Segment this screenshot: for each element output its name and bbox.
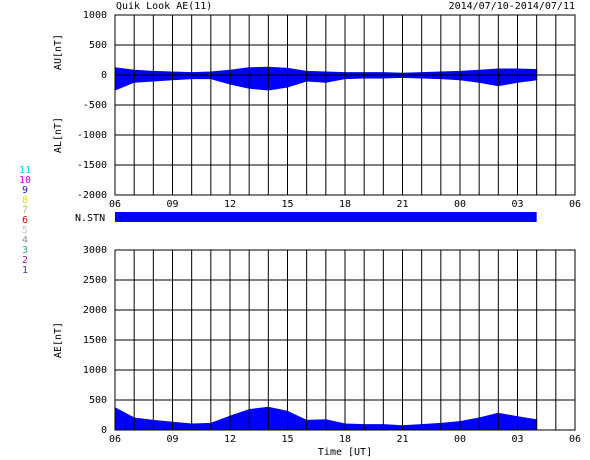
coverage-bar: [115, 212, 537, 222]
y-tick-label: 2500: [83, 275, 107, 286]
y-axis-label: AE[nT]: [53, 322, 64, 358]
legend-entry: 7: [22, 205, 28, 216]
y-tick-label: 0: [101, 70, 107, 81]
x-tick-label: 03: [511, 434, 523, 445]
x-tick-label: 18: [339, 434, 351, 445]
legend-entry: 11: [19, 165, 31, 176]
y-tick-label: 500: [89, 40, 107, 51]
legend-entry: 9: [22, 185, 28, 196]
plot-frame: [114, 14, 576, 196]
x-tick-label: 09: [166, 434, 178, 445]
area: [114, 74, 538, 91]
y-tick-label: 1500: [83, 335, 107, 346]
legend-entry: 8: [22, 195, 28, 206]
area: [114, 406, 538, 431]
y-axis-label: AU[nT]: [53, 34, 64, 70]
x-tick-label: 03: [511, 199, 523, 210]
y-tick-label: 0: [101, 425, 107, 436]
x-tick-label: 12: [224, 199, 236, 210]
y-tick-label: 1000: [83, 365, 107, 376]
legend-entry: 6: [22, 215, 28, 226]
y-axis-label: AL[nT]: [53, 117, 64, 153]
y-tick-label: 3000: [83, 245, 107, 256]
y-tick-label: 2000: [83, 305, 107, 316]
x-tick-label: 09: [166, 199, 178, 210]
x-tick-label: 21: [396, 434, 408, 445]
x-tick-label: 21: [396, 199, 408, 210]
plot-frame: [114, 249, 576, 431]
legend-entry: 4: [22, 235, 28, 246]
x-tick-label: 12: [224, 434, 236, 445]
x-tick-label: 06: [109, 199, 121, 210]
x-tick-label: 15: [281, 434, 293, 445]
x-tick-label: 00: [454, 434, 466, 445]
x-axis-label: Time [UT]: [318, 447, 372, 458]
y-tick-label: 500: [89, 395, 107, 406]
x-tick-label: 00: [454, 199, 466, 210]
area: [114, 66, 538, 76]
y-tick-label: -1500: [77, 160, 107, 171]
y-tick-label: 1000: [83, 10, 107, 21]
legend-entry: 10: [19, 175, 31, 186]
y-tick-label: -500: [83, 100, 107, 111]
y-tick-label: -1000: [77, 130, 107, 141]
legend-entry: 1: [22, 265, 28, 276]
x-tick-label: 06: [569, 434, 581, 445]
legend-entry: 2: [22, 255, 28, 266]
x-tick-label: 15: [281, 199, 293, 210]
date-range: 2014/07/10-2014/07/11: [449, 1, 575, 12]
chart-title: Quik Look AE(11): [116, 1, 212, 12]
y-tick-label: -2000: [77, 190, 107, 201]
legend-entry: 3: [22, 245, 28, 256]
coverage-label: N.STN: [75, 213, 105, 224]
x-tick-label: 06: [109, 434, 121, 445]
x-tick-label: 18: [339, 199, 351, 210]
x-tick-label: 06: [569, 199, 581, 210]
legend-entry: 5: [22, 225, 28, 236]
